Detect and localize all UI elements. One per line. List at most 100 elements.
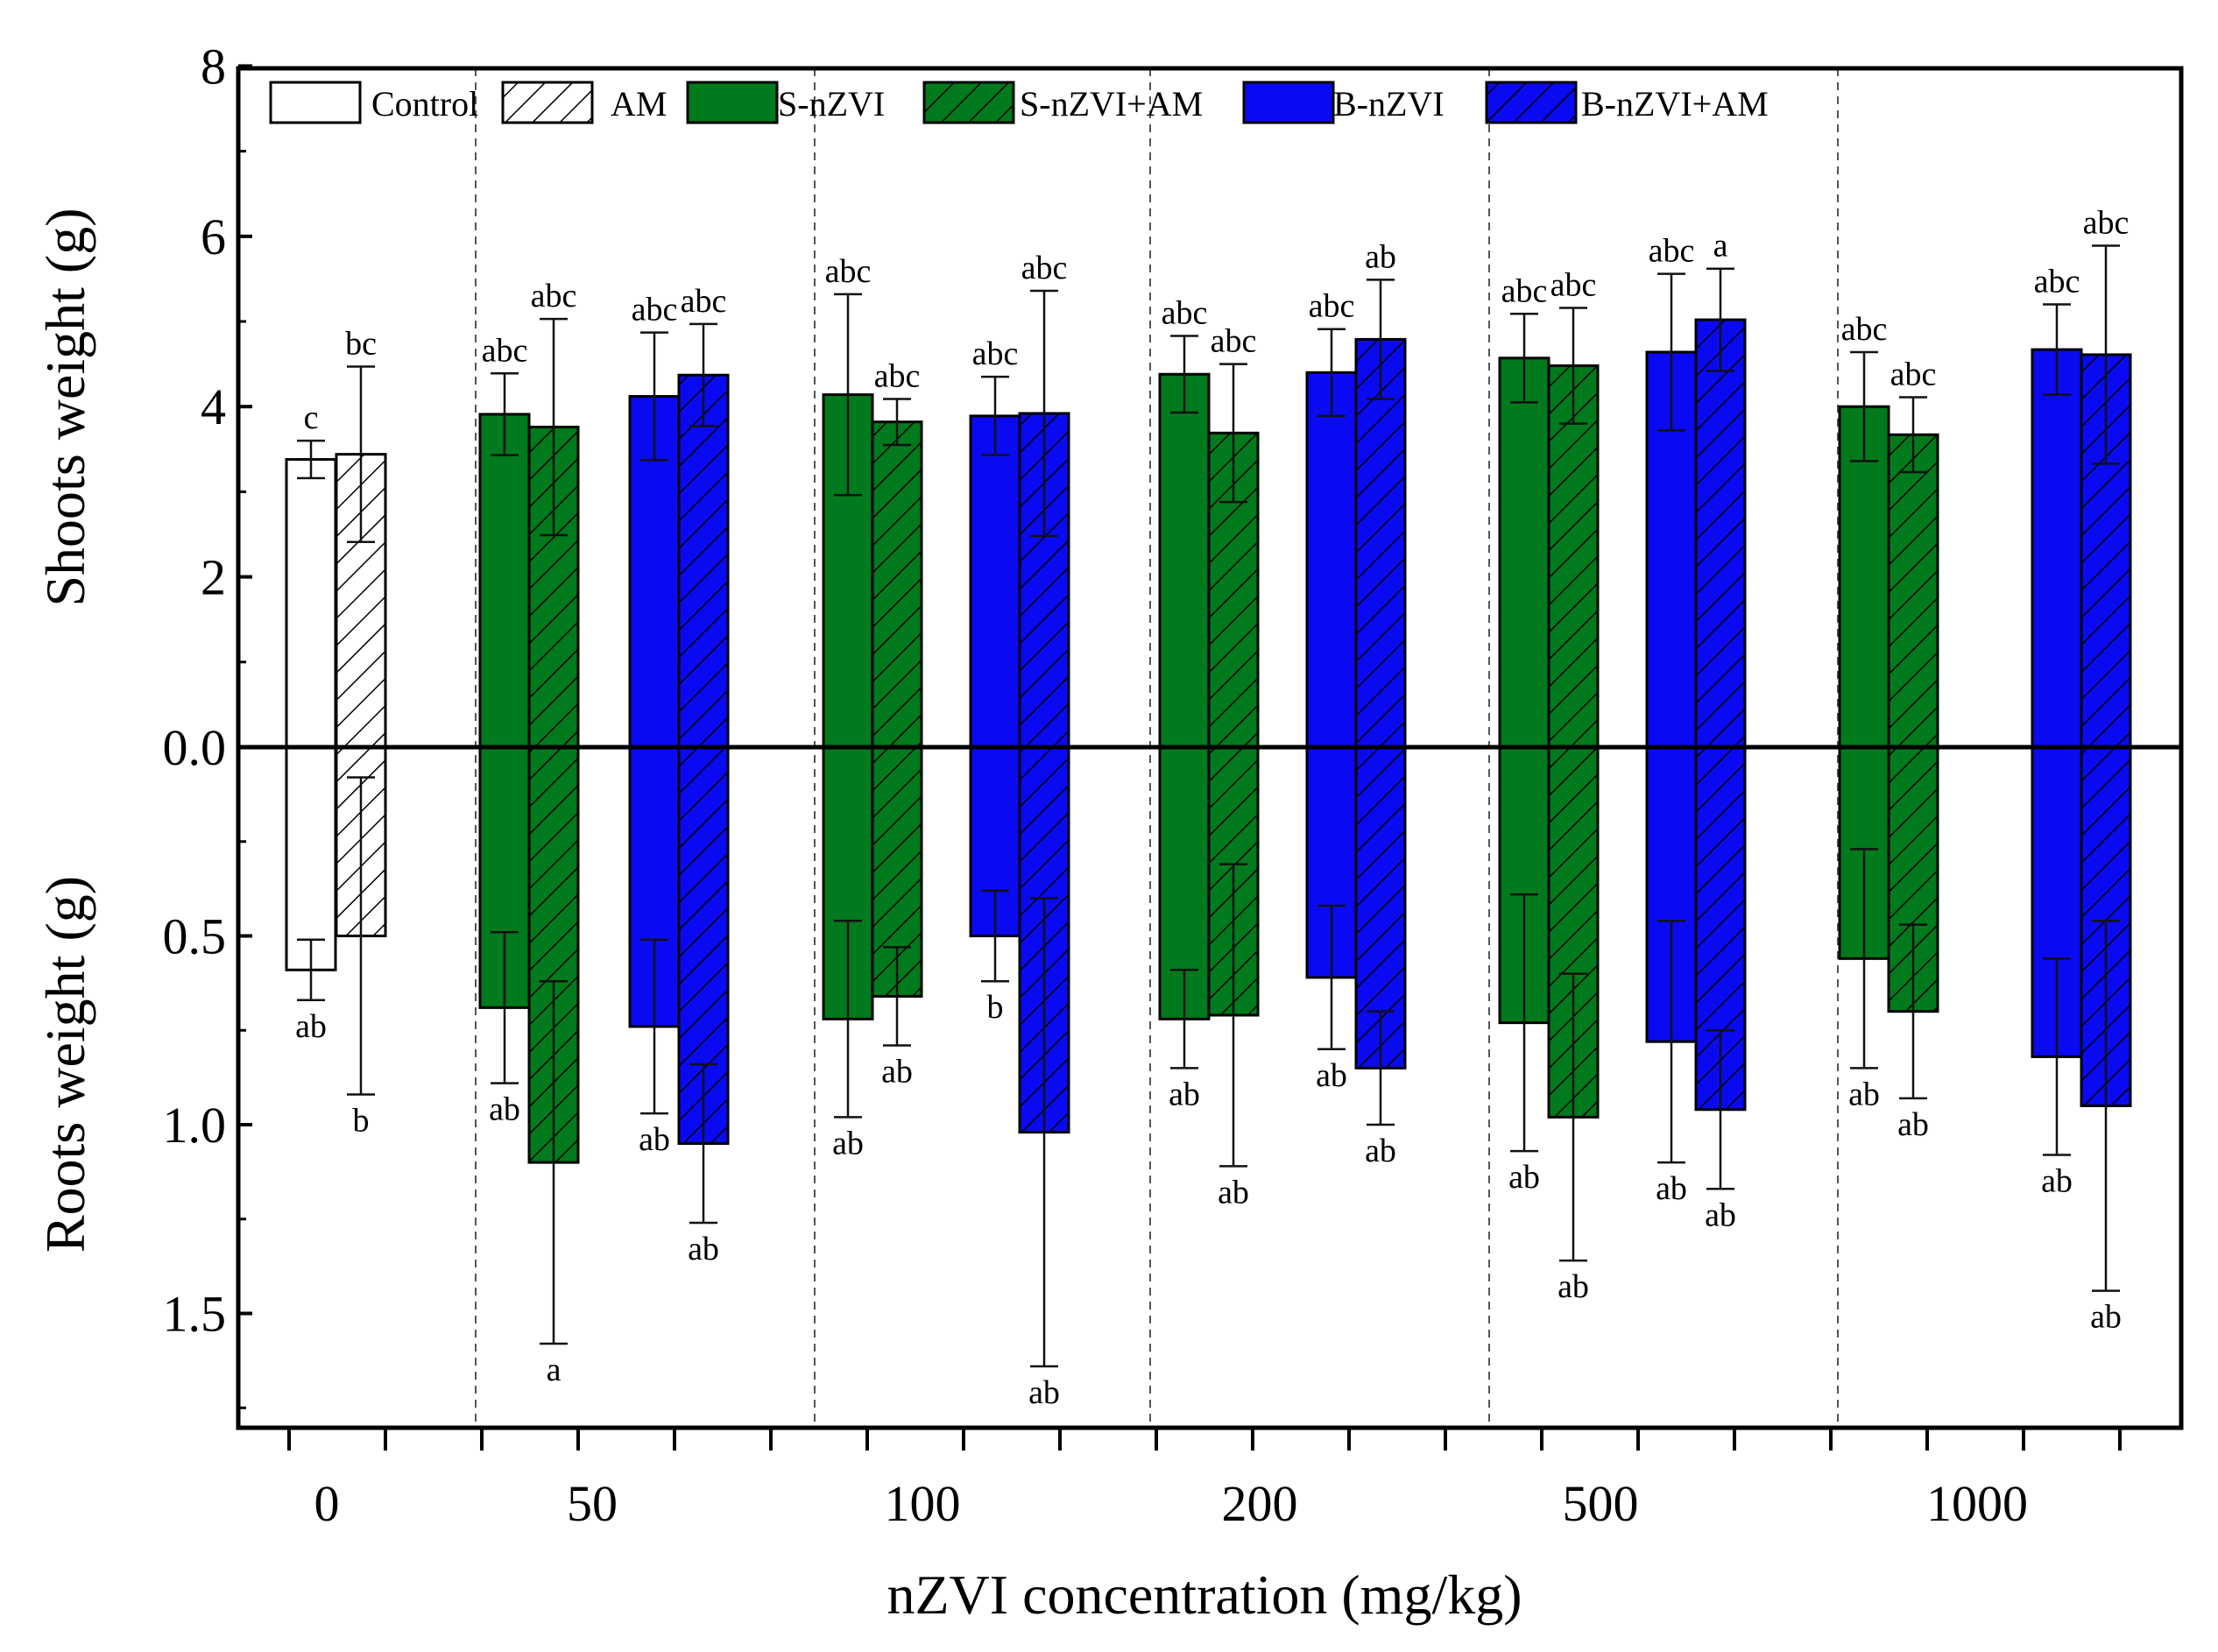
bar-100-b-nzvi-root-sig: b: [987, 989, 1004, 1026]
legend-label-s-nzvi: S-nZVI: [778, 84, 885, 124]
bar-200-s-nzvi-shoot-errorbar: [1170, 335, 1198, 414]
bar-1000-b-nzvi-plus-am-shoot-errorbar: [2092, 244, 2120, 465]
x-tick-label-0: 0: [314, 1475, 340, 1532]
bar-200-s-nzvi-plus-am-shoot-sig: abc: [1211, 323, 1257, 360]
bar-200-b-nzvi-plus-am-shoot-sig: ab: [1365, 238, 1396, 275]
y-tick-label-root-0.5: 0.5: [163, 908, 227, 965]
error-bars: [297, 244, 2120, 1368]
legend-label-s-nzvi-plus-am: S-nZVI+AM: [1020, 84, 1203, 124]
bar-1000-s-nzvi-shoot: [1838, 405, 1890, 749]
bar-500-s-nzvi-shoot-sig: abc: [1501, 272, 1548, 309]
bar-200-s-nzvi-shoot: [1158, 372, 1211, 749]
bar-500-s-nzvi-plus-am-root-errorbar: [1559, 972, 1587, 1262]
bar-100-b-nzvi-shoot-sig: abc: [972, 335, 1019, 372]
bar-0-control-shoot-errorbar: [297, 439, 325, 480]
bar-200-s-nzvi-plus-am-root-errorbar: [1219, 863, 1247, 1168]
bar-50-b-nzvi-root-errorbar: [640, 938, 668, 1115]
bar-1000-s-nzvi-plus-am-root-sig: ab: [1897, 1106, 1929, 1143]
bar-500-b-nzvi-plus-am-root-errorbar: [1706, 1029, 1734, 1190]
bar-50-s-nzvi-plus-am-root-errorbar: [540, 979, 568, 1345]
bar-100-b-nzvi-plus-am-root-errorbar: [1030, 897, 1058, 1368]
bar-50-b-nzvi-plus-am-root-sig: ab: [688, 1231, 719, 1267]
bar-200-s-nzvi-root-errorbar: [1170, 969, 1198, 1070]
bar-0-control-root-errorbar: [297, 938, 325, 1002]
bar-1000-b-nzvi-shoot-sig: abc: [2034, 264, 2080, 300]
bar-50-b-nzvi-plus-am-shoot-errorbar: [689, 322, 717, 427]
bar-0-am-shoot-errorbar: [347, 365, 375, 543]
y-axis: 8 6 4 2 0.0 0.5 1.0 1.5: [163, 38, 252, 1409]
legend-swatch-control: [269, 81, 362, 124]
bar-200-b-nzvi-root-sig: ab: [1316, 1057, 1347, 1094]
bar-1000-b-nzvi-plus-am-root-errorbar: [2092, 920, 2120, 1292]
bar-1000-b-nzvi-shoot: [2031, 348, 2083, 749]
bars: [285, 318, 2132, 1164]
bar-1000-s-nzvi-plus-am-shoot-errorbar: [1899, 396, 1927, 474]
legend-swatch-b-nzvi-plus-am: [1485, 81, 1578, 124]
bar-50-s-nzvi-shoot-errorbar: [491, 372, 519, 456]
bar-500-b-nzvi-shoot-errorbar: [1657, 272, 1685, 432]
bar-1000-s-nzvi-plus-am-shoot: [1887, 433, 1939, 749]
bar-1000-s-nzvi-root-sig: ab: [1848, 1076, 1880, 1112]
x-tick-label-100: 100: [885, 1475, 961, 1532]
bar-200-b-nzvi-shoot-errorbar: [1317, 328, 1346, 418]
bar-500-b-nzvi-root-errorbar: [1657, 920, 1685, 1164]
bar-1000-s-nzvi-plus-am-root: [1887, 745, 1939, 1013]
bar-200-s-nzvi-plus-am-shoot-errorbar: [1219, 363, 1247, 504]
bar-50-b-nzvi-root-sig: ab: [639, 1121, 670, 1158]
legend-item-b-nzvi: B-nZVI: [1242, 81, 1445, 124]
legend-label-control: Control: [371, 84, 478, 124]
bar-50-s-nzvi-shoot-sig: abc: [482, 332, 528, 369]
bar-100-s-nzvi-plus-am-shoot-errorbar: [883, 398, 911, 447]
bar-50-s-nzvi-plus-am-root-sig: a: [547, 1352, 562, 1388]
bar-500-s-nzvi-plus-am-shoot-sig: abc: [1550, 266, 1597, 303]
bar-1000-b-nzvi-root-errorbar: [2043, 957, 2071, 1156]
y-axis-title-shoots: Shoots weight (g): [34, 208, 96, 606]
legend-item-s-nzvi: S-nZVI: [686, 81, 885, 124]
y-tick-label-shoot-2: 2: [201, 549, 226, 606]
bar-200-b-nzvi-shoot-sig: abc: [1309, 288, 1355, 325]
bar-100-s-nzvi-plus-am-shoot-sig: abc: [874, 357, 921, 394]
legend-swatch-b-nzvi: [1242, 81, 1335, 124]
legend-label-b-nzvi: B-nZVI: [1333, 84, 1445, 124]
bar-100-s-nzvi-shoot-sig: abc: [825, 253, 872, 290]
bar-1000-b-nzvi-shoot-errorbar: [2043, 303, 2071, 396]
bar-1000-s-nzvi-plus-am-shoot-sig: abc: [1890, 357, 1937, 393]
legend-item-b-nzvi-plus-am: B-nZVI+AM: [1485, 81, 1769, 124]
bar-200-b-nzvi-plus-am-shoot-errorbar: [1367, 279, 1395, 400]
bar-0-control-root-sig: ab: [295, 1008, 327, 1045]
bar-50-b-nzvi-plus-am-shoot: [677, 373, 730, 749]
bar-200-s-nzvi-plus-am-root-sig: ab: [1218, 1174, 1249, 1211]
bar-100-s-nzvi-plus-am-root-sig: ab: [881, 1053, 913, 1090]
y-tick-label-shoot-6: 6: [201, 208, 226, 265]
x-tick-label-200: 200: [1222, 1475, 1298, 1532]
bar-100-s-nzvi-root-sig: ab: [832, 1125, 864, 1161]
bar-100-s-nzvi-root-errorbar: [834, 920, 862, 1119]
bar-1000-s-nzvi-shoot-sig: abc: [1841, 311, 1888, 348]
legend-swatch-am: [501, 81, 594, 124]
bar-200-b-nzvi-plus-am-root-errorbar: [1367, 1010, 1395, 1126]
bar-500-s-nzvi-plus-am-shoot: [1547, 364, 1600, 749]
bar-500-s-nzvi-plus-am-root-sig: ab: [1558, 1268, 1589, 1305]
x-tick-label-50: 50: [567, 1475, 618, 1532]
bar-200-b-nzvi-plus-am-shoot: [1354, 337, 1407, 749]
bar-50-b-nzvi-shoot-errorbar: [640, 331, 668, 462]
bar-100-b-nzvi-plus-am-shoot-errorbar: [1030, 289, 1058, 538]
legend: Control AM S-nZVI S-nZVI+AM B-nZVI B-nZVI+AM: [269, 81, 1769, 124]
bar-1000-b-nzvi-plus-am-root-sig: ab: [2090, 1299, 2122, 1336]
bar-500-b-nzvi-root-sig: ab: [1656, 1170, 1687, 1207]
y-tick-label-root-1: 1.0: [163, 1097, 227, 1154]
x-tick-label-1000: 1000: [1926, 1475, 2028, 1532]
significance-labels: cabbcbabcababcaabcababcababcababcababcba…: [295, 204, 2129, 1410]
bar-1000-s-nzvi-root-errorbar: [1850, 848, 1878, 1070]
bar-200-s-nzvi-shoot-sig: abc: [1162, 295, 1208, 332]
bar-0-am-root-errorbar: [347, 776, 375, 1096]
bar-100-b-nzvi-root-errorbar: [981, 889, 1009, 983]
legend-swatch-s-nzvi: [686, 81, 779, 124]
bar-1000-b-nzvi-root-sig: ab: [2041, 1162, 2073, 1199]
bar-0-control-root: [285, 745, 337, 971]
bar-100-b-nzvi-plus-am-root-sig: ab: [1028, 1374, 1060, 1411]
bar-50-b-nzvi-shoot-sig: abc: [632, 292, 678, 328]
bar-500-b-nzvi-plus-am-shoot-sig: a: [1713, 228, 1728, 265]
x-axis-title: nZVI concentration (mg/kg): [886, 1564, 1522, 1626]
bar-50-s-nzvi-root-errorbar: [491, 930, 519, 1084]
